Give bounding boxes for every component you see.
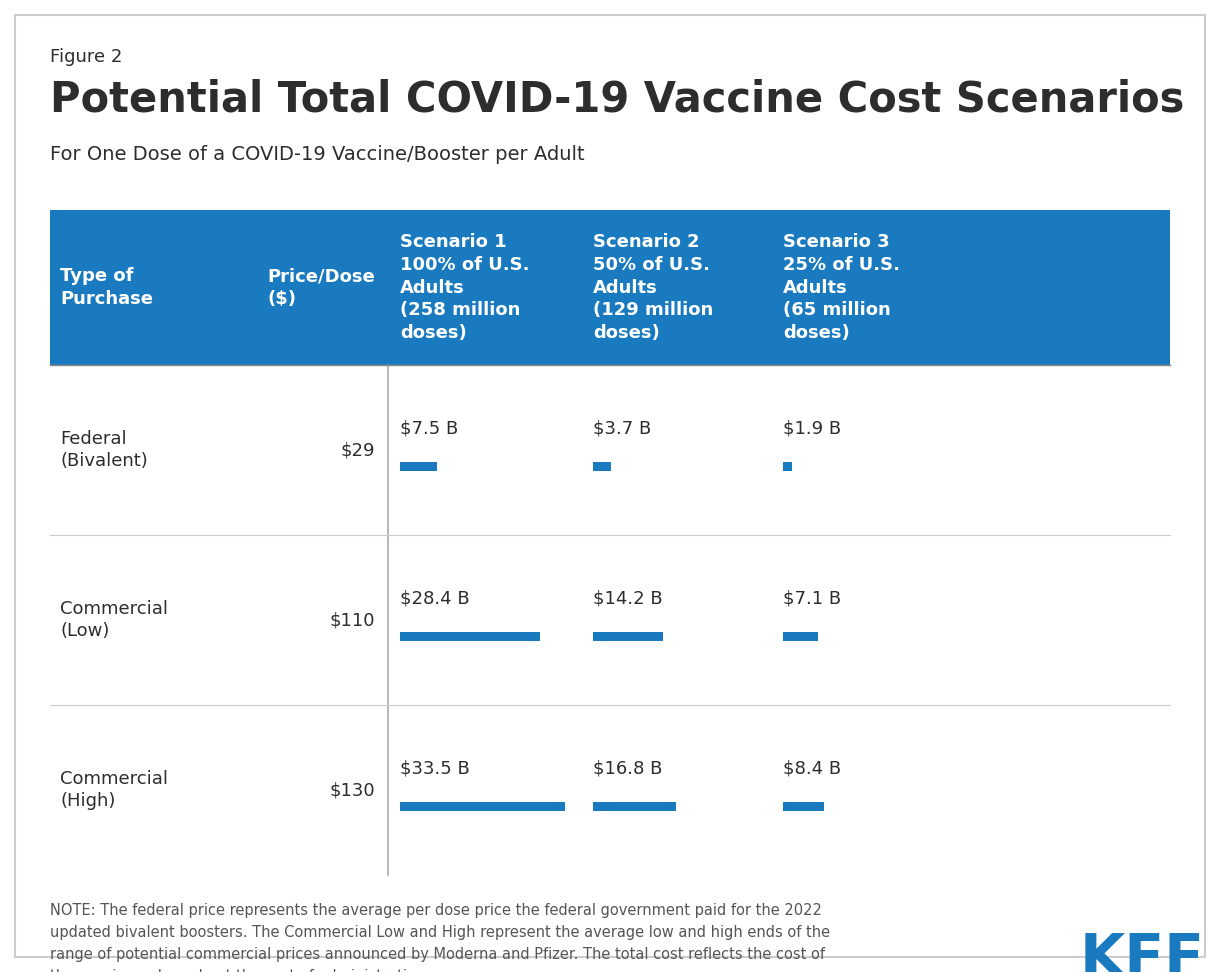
Text: Commercial
(Low): Commercial (Low) <box>60 600 168 641</box>
Text: $28.4 B: $28.4 B <box>400 589 470 607</box>
FancyBboxPatch shape <box>50 365 1170 535</box>
Text: Type of
Purchase: Type of Purchase <box>60 267 152 308</box>
FancyBboxPatch shape <box>783 462 792 471</box>
Text: $3.7 B: $3.7 B <box>593 419 651 437</box>
FancyBboxPatch shape <box>593 632 662 641</box>
FancyBboxPatch shape <box>50 535 1170 705</box>
Text: Federal
(Bivalent): Federal (Bivalent) <box>60 430 148 470</box>
Text: $110: $110 <box>329 611 375 629</box>
Text: $8.4 B: $8.4 B <box>783 759 841 777</box>
FancyBboxPatch shape <box>15 15 1205 957</box>
Text: For One Dose of a COVID-19 Vaccine/Booster per Adult: For One Dose of a COVID-19 Vaccine/Boost… <box>50 145 584 164</box>
FancyBboxPatch shape <box>593 462 611 471</box>
FancyBboxPatch shape <box>593 802 676 811</box>
Text: $1.9 B: $1.9 B <box>783 419 841 437</box>
Text: $14.2 B: $14.2 B <box>593 589 662 607</box>
Text: Figure 2: Figure 2 <box>50 48 122 66</box>
Text: $7.1 B: $7.1 B <box>783 589 841 607</box>
FancyBboxPatch shape <box>783 632 817 641</box>
Text: Scenario 2
50% of U.S.
Adults
(129 million
doses): Scenario 2 50% of U.S. Adults (129 milli… <box>593 232 714 342</box>
Text: $7.5 B: $7.5 B <box>400 419 459 437</box>
Text: NOTE: The federal price represents the average per dose price the federal govern: NOTE: The federal price represents the a… <box>50 903 822 918</box>
FancyBboxPatch shape <box>783 802 825 811</box>
Text: $16.8 B: $16.8 B <box>593 759 662 777</box>
FancyBboxPatch shape <box>50 210 1170 365</box>
Text: updated bivalent boosters. The Commercial Low and High represent the average low: updated bivalent boosters. The Commercia… <box>50 925 830 940</box>
Text: $29: $29 <box>340 441 375 459</box>
FancyBboxPatch shape <box>400 632 540 641</box>
FancyBboxPatch shape <box>400 802 565 811</box>
Text: Scenario 1
100% of U.S.
Adults
(258 million
doses): Scenario 1 100% of U.S. Adults (258 mill… <box>400 232 529 342</box>
Text: Commercial
(High): Commercial (High) <box>60 770 168 811</box>
Text: Price/Dose
($): Price/Dose ($) <box>267 267 375 308</box>
Text: KFF: KFF <box>1080 930 1205 972</box>
Text: range of potential commercial prices announced by Moderna and Pfizer. The total : range of potential commercial prices ann… <box>50 947 825 962</box>
Text: $130: $130 <box>329 781 375 799</box>
FancyBboxPatch shape <box>400 462 437 471</box>
Text: Scenario 3
25% of U.S.
Adults
(65 million
doses): Scenario 3 25% of U.S. Adults (65 millio… <box>783 232 900 342</box>
Text: $33.5 B: $33.5 B <box>400 759 470 777</box>
Text: Potential Total COVID-19 Vaccine Cost Scenarios: Potential Total COVID-19 Vaccine Cost Sc… <box>50 78 1185 120</box>
Text: the vaccine only and not the cost of administration.: the vaccine only and not the cost of adm… <box>50 969 429 972</box>
FancyBboxPatch shape <box>50 705 1170 875</box>
